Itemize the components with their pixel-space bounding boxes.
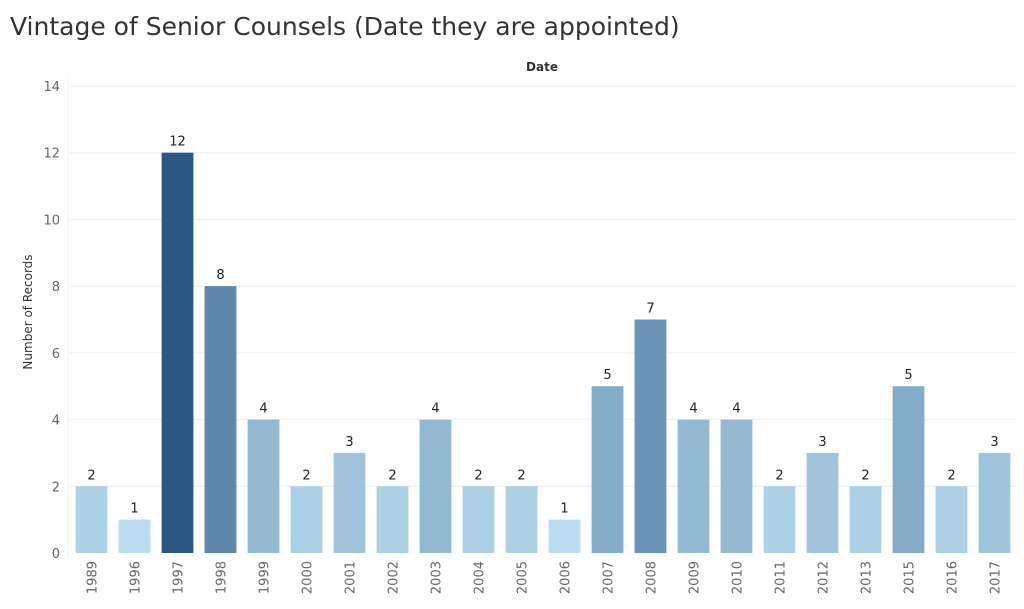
- x-tick-label: 2000: [301, 561, 316, 594]
- data-label-2008: 7: [646, 302, 654, 317]
- x-axis-ticks: 1989 1996 1997 1998 1999 2000 2001 2002 2003 2004…: [86, 561, 1004, 594]
- data-label-1998: 8: [216, 268, 224, 283]
- x-tick-label: 1999: [258, 561, 273, 594]
- data-label-2011: 2: [775, 468, 783, 483]
- y-tick-label: 4: [52, 414, 60, 429]
- x-tick-label: 2008: [645, 561, 660, 594]
- x-tick-label: 2013: [860, 561, 875, 594]
- data-label-2001: 3: [345, 435, 353, 450]
- x-tick-label: 1996: [129, 561, 144, 594]
- data-label-2006: 1: [560, 502, 568, 517]
- bar-2002: [376, 486, 409, 553]
- x-tick-label: 2001: [344, 561, 359, 594]
- y-tick-label: 2: [52, 480, 60, 495]
- bar-2011: [763, 486, 796, 553]
- data-label-2015: 5: [904, 368, 912, 383]
- x-tick-label: 2010: [731, 561, 746, 594]
- y-tick-label: 6: [52, 347, 60, 362]
- data-label-2016: 2: [947, 468, 955, 483]
- y-tick-label: 10: [43, 213, 60, 228]
- x-tick-label: 1989: [86, 561, 101, 594]
- y-axis-ticks: 0 2 4 6 8 10 12 14: [43, 80, 60, 562]
- bar-2013: [849, 486, 882, 553]
- bar-2005: [505, 486, 538, 553]
- y-tick-label: 14: [43, 80, 60, 95]
- data-label-2002: 2: [388, 468, 396, 483]
- bars: [75, 152, 1011, 553]
- data-label-1996: 1: [130, 502, 138, 517]
- data-label-2010: 4: [732, 402, 740, 417]
- x-tick-label: 2007: [602, 561, 617, 594]
- x-axis-title: Date: [526, 60, 558, 74]
- data-label-2004: 2: [474, 468, 482, 483]
- x-tick-label: 2003: [430, 561, 445, 594]
- bar-2008: [634, 319, 667, 553]
- x-tick-label: 2002: [387, 561, 402, 594]
- bar-2000: [290, 486, 323, 553]
- bar-2012: [806, 452, 839, 553]
- x-tick-label: 1997: [172, 561, 187, 594]
- x-tick-label: 2015: [903, 561, 918, 594]
- data-label-1989: 2: [87, 468, 95, 483]
- x-tick-label: 2016: [946, 561, 961, 594]
- bar-1999: [247, 419, 280, 553]
- y-axis-title: Number of Records: [21, 254, 35, 369]
- data-label-2012: 3: [818, 435, 826, 450]
- x-tick-label: 2009: [688, 561, 703, 594]
- chart-title: Vintage of Senior Counsels (Date they ar…: [10, 12, 680, 41]
- bar-1996: [118, 519, 151, 553]
- bar-2007: [591, 386, 624, 553]
- x-tick-label: 2006: [559, 561, 574, 594]
- x-tick-label: 2004: [473, 561, 488, 594]
- y-tick-label: 8: [52, 280, 60, 295]
- data-label-2003: 4: [431, 402, 439, 417]
- x-tick-label: 2011: [774, 561, 789, 594]
- x-tick-label: 2017: [989, 561, 1004, 594]
- data-label-1997: 12: [169, 135, 186, 150]
- data-label-2000: 2: [302, 468, 310, 483]
- bar-2010: [720, 419, 753, 553]
- data-label-2009: 4: [689, 402, 697, 417]
- data-label-2017: 3: [990, 435, 998, 450]
- bar-2015: [892, 386, 925, 553]
- bar-1998: [204, 286, 237, 553]
- data-label-2013: 2: [861, 468, 869, 483]
- bar-2003: [419, 419, 452, 553]
- bar-1997: [161, 152, 194, 553]
- bar-2016: [935, 486, 968, 553]
- y-tick-label: 0: [52, 547, 60, 562]
- bar-1989: [75, 486, 108, 553]
- bar-2009: [677, 419, 710, 553]
- x-tick-label: 1998: [215, 561, 230, 594]
- data-labels: 2 1 12 8 4 2 3 2 4 2 2 1 5 7 4 4 2 3 2 5 2 3: [87, 135, 998, 517]
- bar-2001: [333, 452, 366, 553]
- x-tick-label: 2005: [516, 561, 531, 594]
- x-tick-label: 2012: [817, 561, 832, 594]
- data-label-2005: 2: [517, 468, 525, 483]
- data-label-1999: 4: [259, 402, 267, 417]
- bar-2017: [978, 452, 1011, 553]
- y-tick-label: 12: [43, 147, 60, 162]
- bar-2006: [548, 519, 581, 553]
- data-label-2007: 5: [603, 368, 611, 383]
- bar-2004: [462, 486, 495, 553]
